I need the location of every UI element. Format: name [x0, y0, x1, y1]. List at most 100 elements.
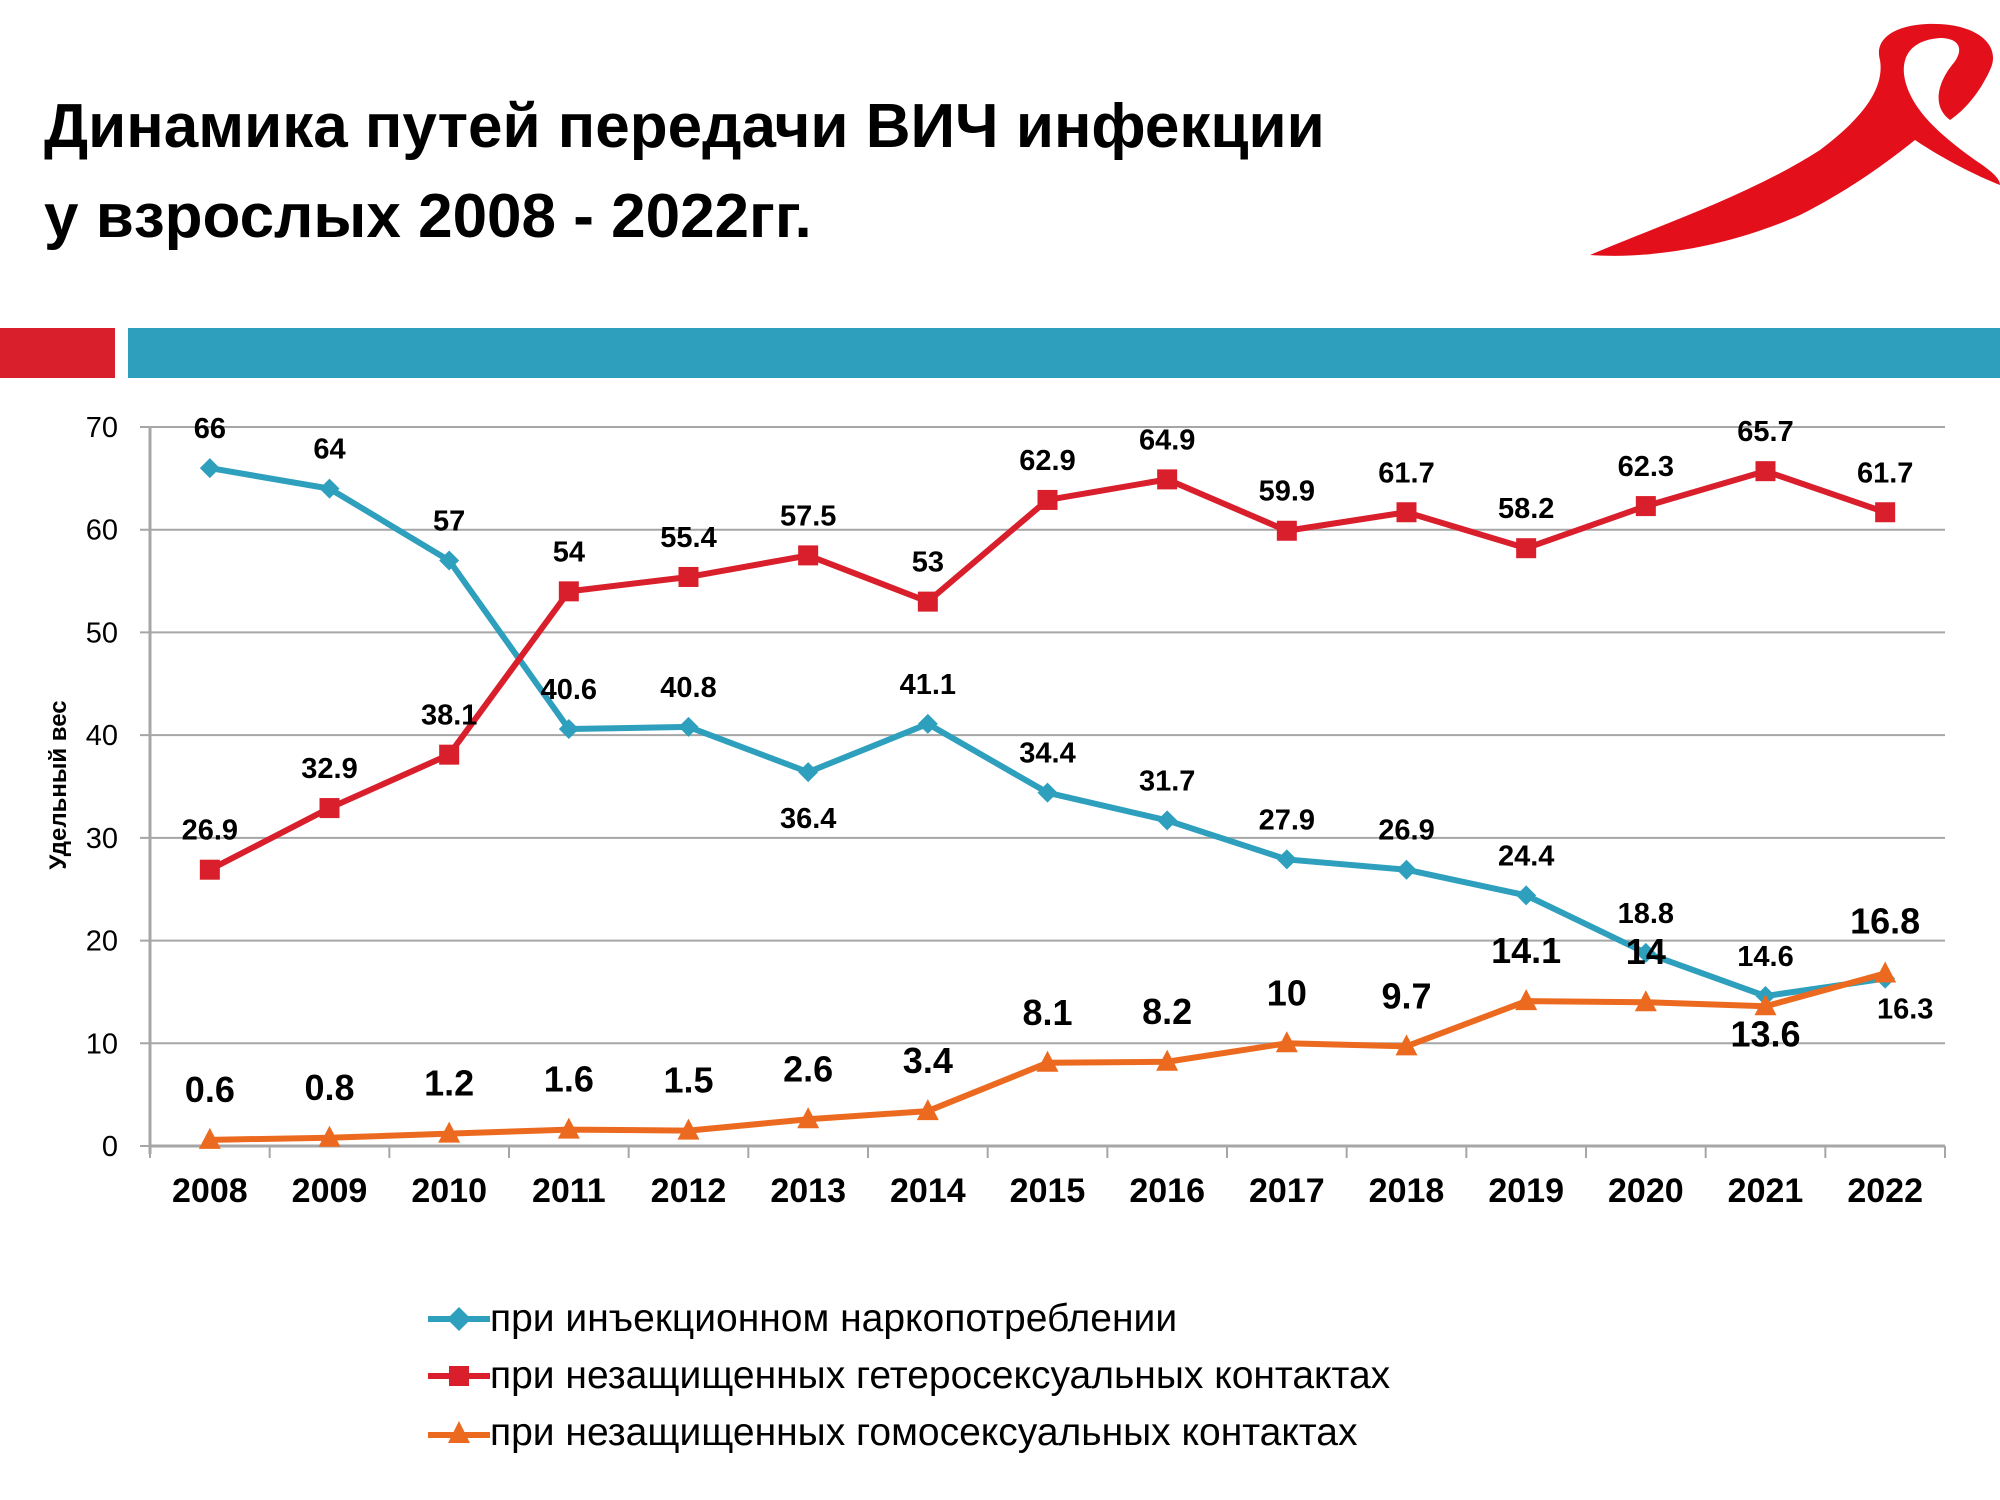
x-tick-label: 2020: [1608, 1172, 1684, 1210]
data-label-injection: 34.4: [1019, 738, 1075, 770]
accent-bar-red: [0, 328, 115, 378]
data-point-homo: [916, 1099, 939, 1121]
data-point-injection: [319, 478, 340, 499]
data-label-hetero: 61.7: [1378, 457, 1434, 489]
x-tick-label: 2010: [411, 1172, 487, 1210]
data-point-hetero: [1755, 461, 1776, 482]
legend-item-homo: при незащищенных гомосексуальных контакт…: [428, 1404, 1390, 1461]
x-tick-labels: 2008 2009 2010 2011 2012 2013 2014 2015 2016 2017…: [172, 1172, 1923, 1210]
data-label-injection: 41.1: [900, 669, 956, 701]
data-label-homo: 1.6: [544, 1059, 594, 1100]
data-point-homo: [1275, 1031, 1298, 1053]
data-point-hetero: [798, 545, 819, 566]
data-point-hetero: [199, 859, 220, 880]
legend-label: при инъекционном наркопотреблении: [490, 1296, 1178, 1340]
data-point-injection: [1396, 859, 1417, 880]
slide-title-line-1: Динамика путей передачи ВИЧ инфекции: [44, 92, 1325, 161]
data-point-injection: [1037, 782, 1058, 803]
data-label-injection: 26.9: [1378, 815, 1434, 847]
data-point-hetero: [439, 744, 460, 765]
data-point-homo: [557, 1117, 580, 1139]
data-labels: 66 64 57 40.6 40.8 36.4 41.1 34.4 31.7 27.9 26.9 24…: [182, 413, 1934, 1110]
data-label-injection: 16.3: [1877, 994, 1933, 1026]
data-point-homo: [1754, 994, 1777, 1016]
data-label-homo: 2.6: [783, 1048, 833, 1089]
series-lines: [198, 458, 1897, 1149]
data-point-hetero: [1875, 502, 1896, 523]
data-point-injection: [1635, 942, 1656, 963]
data-point-homo: [1395, 1034, 1418, 1056]
y-tick-label: 30: [86, 823, 118, 855]
y-tick-label: 70: [86, 412, 118, 444]
data-label-hetero: 62.3: [1618, 451, 1674, 483]
legend-item-hetero: при незащищенных гетеросексуальных конта…: [428, 1347, 1390, 1404]
data-label-injection: 36.4: [780, 803, 836, 835]
data-label-homo: 3.4: [903, 1040, 953, 1081]
data-point-hetero: [1396, 502, 1417, 523]
red-ribbon-icon: [1590, 23, 2000, 256]
data-label-homo: 16.8: [1850, 900, 1920, 941]
data-point-injection: [798, 762, 819, 783]
x-tick-label: 2015: [1010, 1172, 1086, 1210]
y-tick-label: 20: [86, 926, 118, 958]
data-label-hetero: 57.5: [780, 500, 836, 532]
data-point-hetero: [1157, 469, 1178, 490]
data-point-homo: [797, 1107, 820, 1129]
data-label-hetero: 65.7: [1737, 416, 1793, 448]
data-point-homo: [318, 1125, 341, 1147]
data-label-homo: 8.2: [1142, 991, 1192, 1032]
legend-label: при незащищенных гетеросексуальных конта…: [490, 1353, 1391, 1397]
x-tick-label: 2021: [1728, 1172, 1804, 1210]
data-label-hetero: 54: [553, 536, 585, 568]
x-tick-label: 2018: [1369, 1172, 1445, 1210]
data-point-homo: [677, 1118, 700, 1140]
data-label-homo: 1.5: [663, 1060, 713, 1101]
x-tick-label: 2012: [651, 1172, 727, 1210]
data-point-homo: [1156, 1049, 1179, 1071]
data-label-injection: 24.4: [1498, 840, 1554, 872]
data-label-injection: 27.9: [1259, 804, 1315, 836]
data-point-hetero: [1635, 496, 1656, 517]
data-point-homo: [1634, 990, 1657, 1012]
y-tick-label: 10: [86, 1028, 118, 1060]
data-label-hetero: 55.4: [660, 522, 716, 554]
data-label-hetero: 38.1: [421, 700, 477, 732]
data-point-injection: [439, 550, 460, 571]
data-label-injection: 57: [433, 506, 465, 538]
data-point-injection: [1276, 849, 1297, 870]
y-tick-labels: 0 10 20 30 40 50 60 70: [86, 412, 118, 1163]
y-tick-label: 0: [102, 1131, 118, 1163]
legend-item-injection: при инъекционном наркопотреблении: [428, 1290, 1390, 1347]
data-label-homo: 8.1: [1022, 992, 1072, 1033]
data-label-homo: 10: [1267, 972, 1307, 1013]
x-tick-label: 2022: [1847, 1172, 1923, 1210]
x-tick-label: 2011: [532, 1172, 606, 1210]
gridlines: [140, 426, 1945, 1147]
data-point-hetero: [1516, 538, 1537, 559]
data-point-homo: [438, 1121, 461, 1143]
data-point-injection: [1516, 885, 1537, 906]
accent-bar-blue: [128, 328, 2000, 378]
data-label-injection: 40.6: [541, 674, 597, 706]
legend-triangle-marker-icon: [428, 1420, 490, 1443]
data-label-homo: 14: [1626, 931, 1666, 972]
data-point-homo: [1515, 989, 1538, 1011]
data-label-hetero: 26.9: [182, 815, 238, 847]
data-point-hetero: [1037, 489, 1058, 510]
data-point-hetero: [319, 798, 340, 819]
data-point-injection: [678, 716, 699, 737]
data-label-injection: 64: [313, 434, 345, 466]
x-tick-label: 2014: [890, 1172, 966, 1210]
data-point-injection: [1157, 810, 1178, 831]
legend-diamond-marker-icon: [428, 1306, 490, 1331]
axes: [148, 427, 1946, 1158]
y-tick-label: 60: [86, 515, 118, 547]
line-chart: 0 10 20 30 40 50 60 70 2008 2009 2010 2011 2012 2013…: [45, 412, 1946, 1210]
legend-square-marker-icon: [428, 1365, 490, 1386]
data-point-homo: [1874, 961, 1897, 983]
y-axis-title: Удельный вес: [45, 700, 72, 869]
data-label-hetero: 58.2: [1498, 493, 1554, 525]
data-label-homo: 14.1: [1491, 930, 1561, 971]
data-label-hetero: 61.7: [1857, 457, 1913, 489]
data-label-homo: 1.2: [424, 1063, 474, 1104]
